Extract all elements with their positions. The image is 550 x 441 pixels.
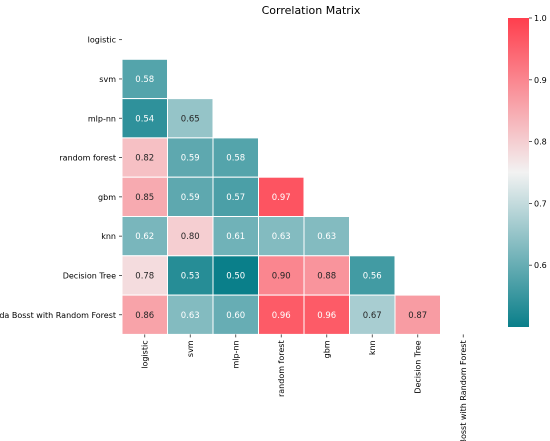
row-tick-label: random forest bbox=[59, 154, 116, 163]
heatmap-cell bbox=[167, 176, 214, 217]
heatmap-cell bbox=[349, 294, 396, 335]
row-tick-labels: logistic svm mlp-nn random forest gbm knn Deci… bbox=[0, 36, 122, 320]
cell-value-label: 0.96 bbox=[272, 311, 291, 321]
heatmap-cell bbox=[394, 294, 441, 335]
heatmap-cells: 0.58 0.54 0.65 0.82 0.59 0.58 0.85 0.59 0.57 0.97… bbox=[121, 58, 441, 335]
colorbar-tick-label: 0.9 bbox=[534, 76, 547, 85]
col-tick-label: gbm bbox=[323, 340, 332, 358]
heatmap-cell bbox=[258, 255, 305, 296]
cell-value-label: 0.59 bbox=[181, 154, 200, 164]
row-tick-label: mlp-nn bbox=[88, 114, 116, 123]
heatmap-cell bbox=[258, 176, 305, 217]
col-tick-label: Ada Bosst with Random Forest bbox=[459, 340, 468, 441]
cell-value-label: 0.59 bbox=[181, 193, 200, 203]
cell-value-label: 0.50 bbox=[226, 271, 245, 281]
cell-value-label: 0.97 bbox=[272, 193, 291, 203]
cell-value-label: 0.58 bbox=[226, 154, 245, 164]
heatmap-cell bbox=[212, 255, 259, 296]
col-tick-labels: logistic svm mlp-nn random forest gbm knn Deci… bbox=[141, 334, 468, 441]
cell-value-label: 0.90 bbox=[272, 271, 291, 281]
heatmap-cell bbox=[349, 255, 396, 296]
cell-value-label: 0.80 bbox=[181, 232, 200, 242]
col-tick-label: logistic bbox=[141, 340, 150, 368]
cell-value-label: 0.53 bbox=[181, 271, 200, 281]
cell-value-label: 0.78 bbox=[135, 271, 154, 281]
heatmap-cell bbox=[258, 216, 305, 257]
cell-value-label: 0.56 bbox=[363, 271, 382, 281]
heatmap-cell bbox=[121, 294, 168, 335]
cell-value-label: 0.62 bbox=[135, 232, 154, 242]
row-tick-label: Decision Tree bbox=[63, 271, 116, 280]
cell-value-label: 0.63 bbox=[181, 311, 200, 321]
cell-value-label: 0.63 bbox=[272, 232, 291, 242]
row-tick-label: knn bbox=[101, 232, 116, 241]
cell-value-label: 0.82 bbox=[135, 154, 154, 164]
col-tick-label: mlp-nn bbox=[232, 340, 241, 368]
cell-value-label: 0.67 bbox=[363, 311, 382, 321]
cell-value-label: 0.88 bbox=[317, 271, 336, 281]
col-tick-label: svm bbox=[186, 340, 195, 357]
colorbar: 0.6 0.7 0.8 0.9 1.0 bbox=[508, 14, 547, 327]
col-tick-label: knn bbox=[368, 340, 377, 355]
heatmap-cell bbox=[212, 137, 259, 178]
col-tick-label: random forest bbox=[277, 340, 286, 397]
cell-value-label: 0.57 bbox=[226, 193, 245, 203]
colorbar-tick-label: 0.6 bbox=[534, 261, 547, 270]
row-tick-label: svm bbox=[99, 75, 116, 84]
cell-value-label: 0.85 bbox=[135, 193, 154, 203]
cell-value-label: 0.63 bbox=[317, 232, 336, 242]
cell-value-label: 0.54 bbox=[135, 114, 154, 124]
row-tick-label: logistic bbox=[88, 36, 116, 45]
row-tick-label: gbm bbox=[98, 193, 116, 202]
heatmap-cell bbox=[167, 294, 214, 335]
colorbar-gradient bbox=[508, 18, 529, 327]
row-tick-label: Ada Bosst with Random Forest bbox=[0, 311, 116, 320]
cell-value-label: 0.60 bbox=[226, 311, 245, 321]
cell-value-label: 0.96 bbox=[317, 311, 336, 321]
colorbar-tick-label: 1.0 bbox=[534, 14, 547, 23]
colorbar-ticks: 0.6 0.7 0.8 0.9 1.0 bbox=[529, 14, 547, 270]
heatmap-cell bbox=[121, 98, 168, 139]
heatmap-cell bbox=[167, 255, 214, 296]
cell-value-label: 0.87 bbox=[408, 311, 427, 321]
cell-value-label: 0.86 bbox=[135, 311, 154, 321]
colorbar-tick-label: 0.8 bbox=[534, 138, 547, 147]
chart-title: Correlation Matrix bbox=[262, 4, 361, 17]
colorbar-tick-label: 0.7 bbox=[534, 199, 547, 208]
heatmap-cell bbox=[167, 216, 214, 257]
cell-value-label: 0.65 bbox=[181, 114, 200, 124]
cell-value-label: 0.58 bbox=[135, 75, 154, 85]
heatmap-cell bbox=[303, 255, 350, 296]
col-tick-label: Decision Tree bbox=[414, 340, 423, 393]
cell-value-label: 0.61 bbox=[226, 232, 245, 242]
